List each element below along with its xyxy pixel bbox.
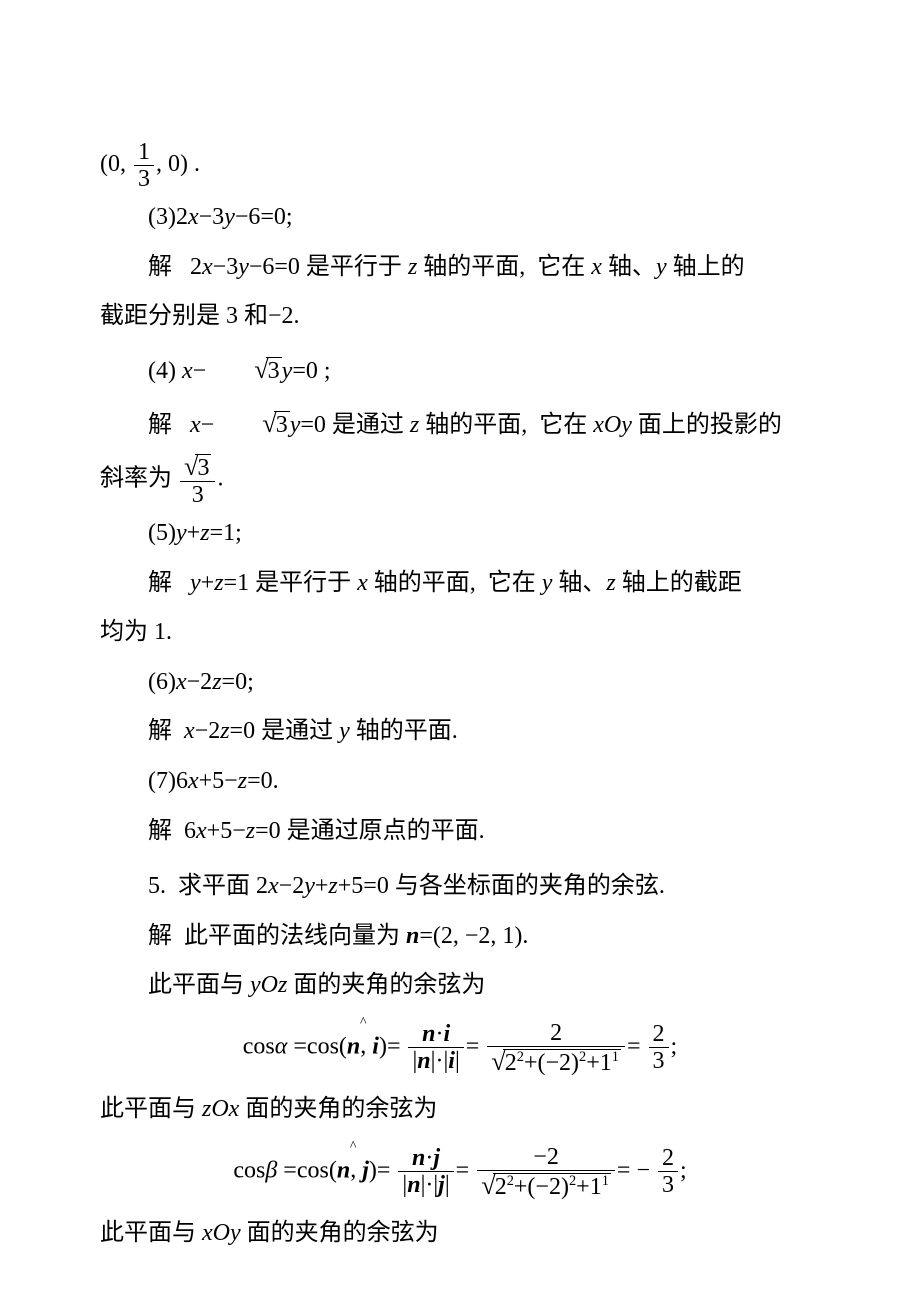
problem-5-text: (5)y+z=1; — [148, 520, 242, 546]
frac-sqrt3-3-den: 3 — [180, 482, 215, 507]
solution-4-text1: 解 x−√3y=0 是通过 z 轴的平面, 它在 xOy 面上的投影的 — [148, 412, 782, 438]
solution-4-line1: 解 x−√3y=0 是通过 z 轴的平面, 它在 xOy 面上的投影的 — [100, 398, 820, 449]
problem-3-text: (3)2x−3y−6=0; — [148, 204, 293, 230]
yoz-intro-text: 此平面与 yOz 面的夹角的余弦为 — [148, 972, 485, 998]
solution-7: 解 6x+5−z=0 是通过原点的平面. — [100, 809, 820, 855]
problem-5: (5)y+z=1; — [100, 511, 820, 557]
l0-suffix: , 0) . — [156, 151, 200, 177]
frac-nj-num: n·j — [398, 1146, 453, 1172]
zox-intro-text: 此平面与 zOx 面的夹角的余弦为 — [100, 1096, 437, 1122]
problem-main-5: 5. 求平面 2x−2y+z+5=0 与各坐标面的夹角的余弦. — [100, 864, 820, 910]
frac-2-den: √22+(−2)2+11 — [487, 1047, 625, 1075]
problem-7-text: (7)6x+5−z=0. — [148, 768, 279, 794]
problem-4: (4) x−√3y=0 ; — [100, 344, 820, 395]
frac-2-3: 2 3 — [649, 1022, 669, 1073]
frac-ni-num: n·i — [408, 1022, 463, 1048]
solution-main-5-line1: 解 此平面的法线向量为 n=(2, −2, 1). — [100, 914, 820, 960]
frac-neg2-3-den: 3 — [658, 1172, 678, 1197]
problem-4-text: (4) x−√3y=0 ; — [148, 358, 331, 384]
solution-6: 解 x−2z=0 是通过 y 轴的平面. — [100, 709, 820, 755]
frac-neg2-3-num: 2 — [658, 1146, 678, 1172]
problem-6-text: (6)x−2z=0; — [148, 669, 254, 695]
formula-cos-alpha: cosα =cos(n, i)= n·i |n|·|i| = 2 √22+(−2… — [100, 1021, 820, 1075]
frac-neg2-num: −2 — [477, 1145, 615, 1171]
frac-2-3-num: 2 — [649, 1022, 669, 1048]
frac-2-over-sqrt: 2 √22+(−2)2+11 — [487, 1021, 625, 1075]
frac-2-num: 2 — [487, 1021, 625, 1047]
zox-intro: 此平面与 zOx 面的夹角的余弦为 — [100, 1087, 820, 1133]
solution-4-prefix: 斜率为 — [100, 465, 172, 491]
solution-3-text1: 解 2x−3y−6=0 是平行于 z 轴的平面, 它在 x 轴、y 轴上的 — [148, 254, 745, 280]
problem-main-5-text: 5. 求平面 2x−2y+z+5=0 与各坐标面的夹角的余弦. — [148, 873, 665, 899]
frac-nj: n·j |n|·|j| — [398, 1146, 453, 1197]
frac-ni: n·i |n|·|i| — [408, 1022, 463, 1073]
solution-5-text1: 解 y+z=1 是平行于 x 轴的平面, 它在 y 轴、z 轴上的截距 — [148, 570, 742, 596]
solution-6-text: 解 x−2z=0 是通过 y 轴的平面. — [148, 718, 458, 744]
solution-3-line1: 解 2x−3y−6=0 是平行于 z 轴的平面, 它在 x 轴、y 轴上的 — [100, 245, 820, 291]
frac-neg2b-den: √22+(−2)2+11 — [477, 1171, 615, 1199]
frac-sqrt3-3: √3 3 — [180, 453, 215, 507]
solution-3-line2: 截距分别是 3 和−2. — [100, 294, 820, 340]
formula-cos-beta: cosβ =cos(n, j)= n·j |n|·|j| = −2 √22+(−… — [100, 1145, 820, 1199]
solution-5-line2: 均为 1. — [100, 610, 820, 656]
frac-ni-den: |n|·|i| — [408, 1048, 463, 1073]
frac-neg2-3: 2 3 — [658, 1146, 678, 1197]
problem-7: (7)6x+5−z=0. — [100, 759, 820, 805]
solution-7-text: 解 6x+5−z=0 是通过原点的平面. — [148, 818, 485, 844]
yoz-intro: 此平面与 yOz 面的夹角的余弦为 — [100, 963, 820, 1009]
solution-4-suffix: . — [217, 465, 223, 491]
formula1-tail: ; — [671, 1033, 678, 1059]
solution-main-5-text1: 解 此平面的法线向量为 n=(2, −2, 1). — [148, 923, 528, 949]
frac-nj-den: |n|·|j| — [398, 1172, 453, 1197]
solution-3-text2: 截距分别是 3 和−2. — [100, 303, 300, 329]
solution-5-line1: 解 y+z=1 是平行于 x 轴的平面, 它在 y 轴、z 轴上的截距 — [100, 561, 820, 607]
xoy-intro: 此平面与 xOy 面的夹角的余弦为 — [100, 1211, 820, 1257]
frac-1-3-num: 1 — [134, 140, 154, 166]
frac-2-3-den: 3 — [649, 1048, 669, 1073]
solution-5-text2: 均为 1. — [100, 619, 172, 645]
frac-1-3: 13 — [134, 140, 154, 191]
frac-neg2-over-sqrt: −2 √22+(−2)2+11 — [477, 1145, 615, 1199]
l0-prefix: (0, — [100, 151, 132, 177]
expr-line-0: (0, 13, 0) . — [100, 140, 820, 191]
xoy-intro-text: 此平面与 xOy 面的夹角的余弦为 — [100, 1220, 439, 1246]
solution-4-line2: 斜率为 √3 3 . — [100, 453, 820, 507]
formula2-tail: ; — [680, 1157, 687, 1183]
frac-1-3-den: 3 — [134, 166, 154, 191]
problem-6: (6)x−2z=0; — [100, 660, 820, 706]
problem-3: (3)2x−3y−6=0; — [100, 195, 820, 241]
frac-sqrt3-3-num: √3 — [180, 453, 215, 482]
